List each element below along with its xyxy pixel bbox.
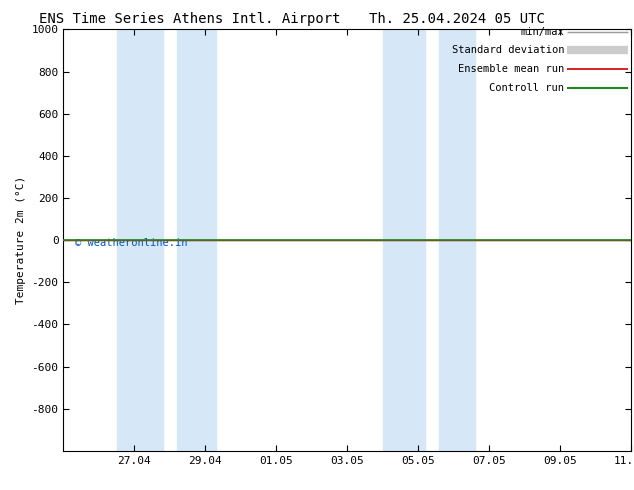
- Text: min/max: min/max: [521, 27, 564, 37]
- Text: Th. 25.04.2024 05 UTC: Th. 25.04.2024 05 UTC: [368, 12, 545, 26]
- Text: © weatheronline.in: © weatheronline.in: [75, 238, 187, 248]
- Text: Controll run: Controll run: [489, 83, 564, 93]
- Bar: [382, 29, 425, 451]
- Text: Ensemble mean run: Ensemble mean run: [458, 64, 564, 74]
- Text: Standard deviation: Standard deviation: [452, 46, 564, 55]
- Text: ENS Time Series Athens Intl. Airport: ENS Time Series Athens Intl. Airport: [39, 12, 341, 26]
- Bar: [117, 29, 163, 451]
- Bar: [439, 29, 475, 451]
- Bar: [177, 29, 216, 451]
- Y-axis label: Temperature 2m (°C): Temperature 2m (°C): [16, 176, 26, 304]
